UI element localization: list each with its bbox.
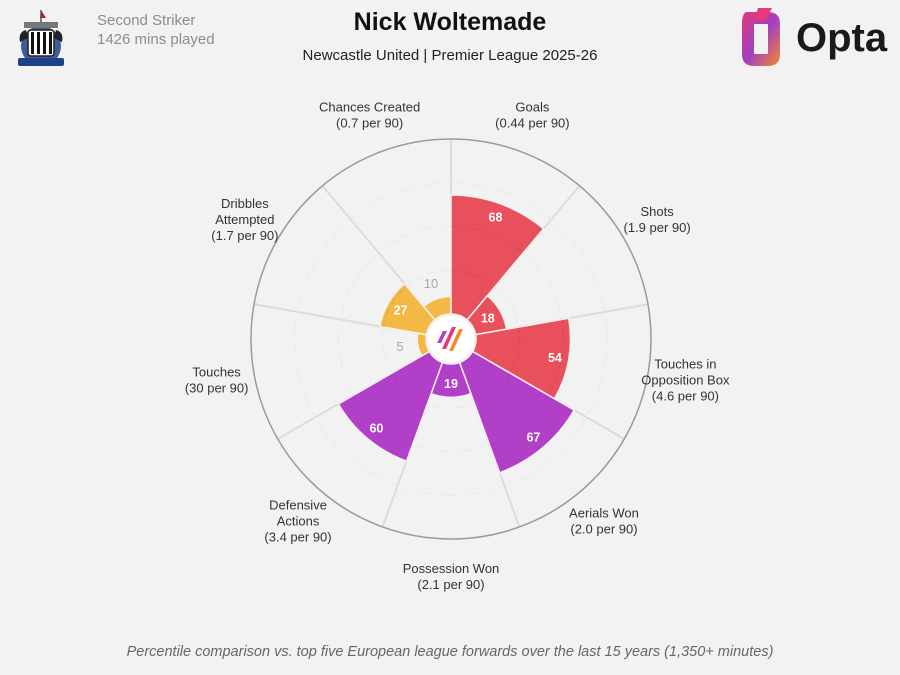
category-rate: (2.1 per 90) — [417, 577, 484, 592]
category-name: Aerials Won — [569, 505, 639, 520]
category-name: Opposition Box — [641, 372, 730, 387]
minutes-played: 1426 mins played — [97, 31, 215, 48]
category-name: Goals — [515, 99, 549, 114]
category-rate: (0.7 per 90) — [336, 115, 403, 130]
value-label: 68 — [489, 210, 503, 224]
bar-touches — [416, 332, 431, 357]
category-label-goals: Goals(0.44 per 90) — [495, 99, 569, 130]
category-name: Actions — [277, 513, 320, 528]
category-rate: (0.44 per 90) — [495, 115, 569, 130]
bar-aerials-won — [458, 350, 576, 474]
category-rate: (1.7 per 90) — [211, 228, 278, 243]
value-label: 19 — [444, 377, 458, 391]
bar-defensive-actions — [337, 350, 444, 463]
bar-touches-in-opposition-box — [471, 317, 572, 400]
category-name: Shots — [640, 204, 674, 219]
category-name: Possession Won — [403, 561, 500, 576]
category-label-possession-won: Possession Won(2.1 per 90) — [403, 561, 500, 592]
value-label: 27 — [394, 303, 408, 317]
category-rate: (2.0 per 90) — [570, 521, 637, 536]
page-subtitle: Newcastle United | Premier League 2025-2… — [302, 47, 598, 64]
bar-dribbles-attempted — [378, 282, 436, 336]
value-label: 18 — [481, 311, 495, 325]
category-rate: (4.6 per 90) — [652, 388, 719, 403]
category-label-chances-created: Chances Created(0.7 per 90) — [319, 99, 420, 130]
club-crest-icon — [18, 10, 64, 66]
value-label: 54 — [548, 351, 562, 365]
grid-ring — [381, 269, 521, 409]
grid-ring — [294, 182, 608, 496]
bar-chances-created — [422, 295, 452, 321]
bars — [337, 194, 576, 474]
opta-center-icon — [437, 327, 463, 351]
category-rate: (3.4 per 90) — [264, 529, 331, 544]
grid-ring — [337, 225, 565, 453]
center-hub — [428, 316, 474, 362]
page-title: Nick Woltemade — [353, 8, 547, 36]
value-label: 60 — [369, 421, 383, 435]
ring-scale-label: 10 — [424, 276, 438, 291]
footnote: Percentile comparison vs. top five Europ… — [126, 644, 774, 660]
outer-ring — [250, 138, 652, 540]
opta-logo: Opta — [732, 6, 892, 72]
opta-logo-text: Opta — [796, 16, 888, 60]
category-name: Touches — [192, 364, 241, 379]
category-rate: (1.9 per 90) — [624, 220, 691, 235]
category-name: Dribbles — [221, 196, 269, 211]
category-label-aerials-won: Aerials Won(2.0 per 90) — [569, 505, 639, 536]
category-name: Attempted — [215, 212, 274, 227]
bar-goals — [450, 194, 545, 321]
category-rate: (30 per 90) — [185, 380, 249, 395]
grid-ring — [294, 182, 608, 496]
value-label: 67 — [526, 431, 540, 445]
category-name: Chances Created — [319, 99, 420, 114]
opta-logo-icon — [742, 8, 780, 66]
player-meta: Second Striker 1426 mins played — [97, 11, 215, 49]
ring-scale-label: 5 — [396, 339, 403, 354]
category-label-touches: Touches(30 per 90) — [185, 364, 249, 395]
category-name: Touches in — [654, 356, 716, 371]
category-name: Defensive — [269, 497, 327, 512]
player-position: Second Striker — [97, 12, 196, 29]
category-label-shots: Shots(1.9 per 90) — [624, 204, 691, 235]
